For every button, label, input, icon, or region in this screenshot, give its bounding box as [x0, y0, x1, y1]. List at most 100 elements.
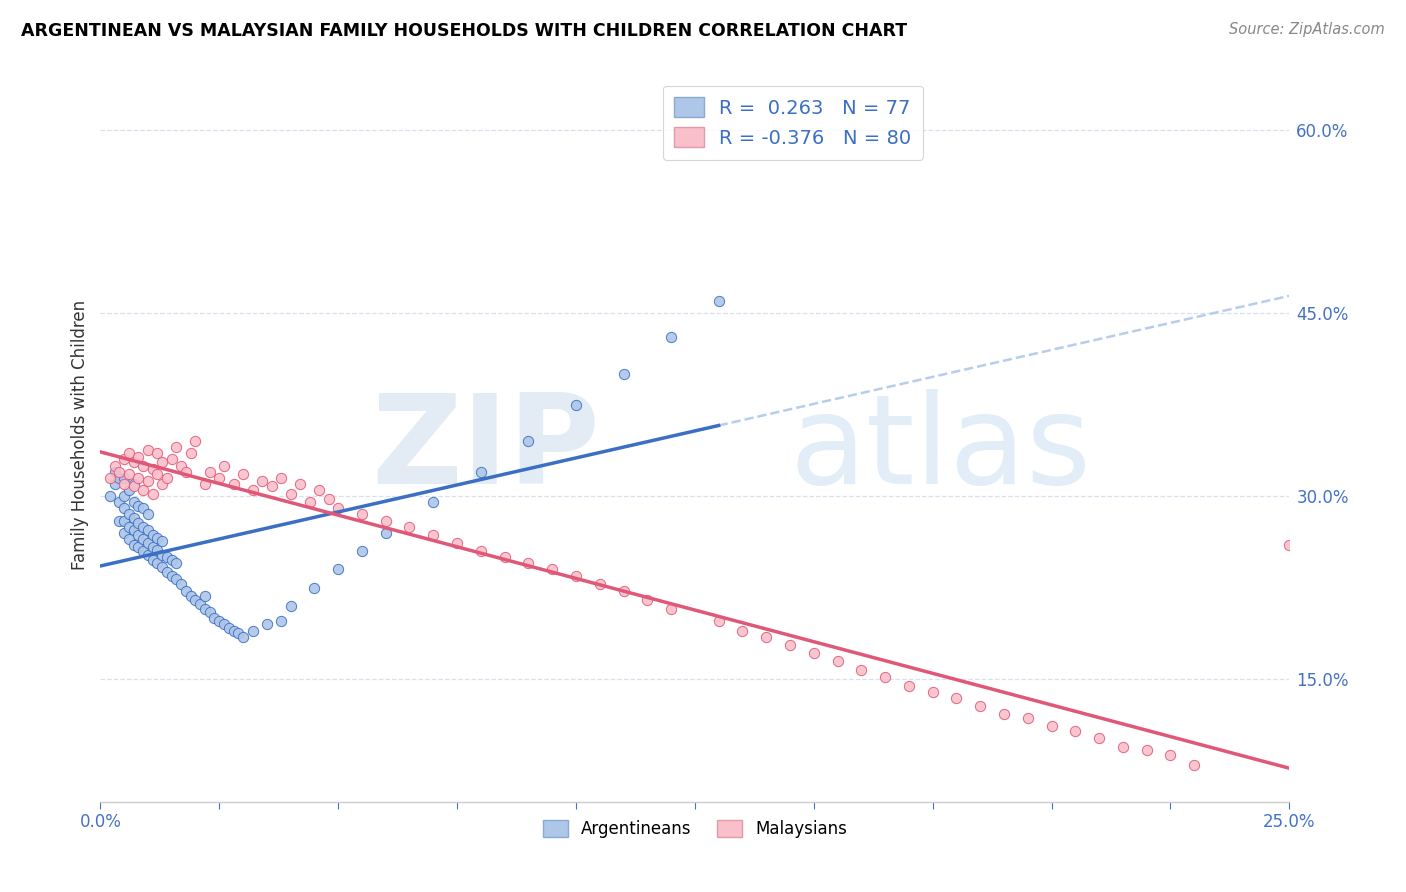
Point	[260, 479, 283, 493]
Point	[150, 560, 173, 574]
Point	[127, 541, 149, 555]
Point	[242, 483, 264, 497]
Point	[112, 501, 135, 516]
Point	[122, 479, 145, 493]
Point	[142, 528, 165, 542]
Point	[707, 293, 730, 308]
Point	[969, 699, 991, 714]
Point	[304, 581, 326, 595]
Point	[150, 477, 173, 491]
Y-axis label: Family Households with Children: Family Households with Children	[72, 300, 89, 570]
Point	[170, 577, 193, 591]
Point	[122, 538, 145, 552]
Point	[659, 601, 682, 615]
Point	[160, 568, 183, 582]
Point	[142, 552, 165, 566]
Point	[160, 452, 183, 467]
Point	[707, 614, 730, 628]
Point	[108, 514, 131, 528]
Point	[204, 611, 226, 625]
Point	[226, 626, 249, 640]
Point	[222, 624, 245, 638]
Point	[150, 455, 173, 469]
Point	[945, 690, 967, 705]
Point	[136, 535, 159, 549]
Point	[208, 471, 231, 485]
Point	[118, 519, 141, 533]
Point	[1278, 538, 1301, 552]
Point	[565, 568, 588, 582]
Point	[122, 511, 145, 525]
Point	[156, 565, 179, 579]
Point	[212, 617, 235, 632]
Point	[132, 458, 155, 473]
Point	[232, 630, 254, 644]
Point	[589, 577, 612, 591]
Point	[298, 495, 321, 509]
Point	[132, 501, 155, 516]
Point	[565, 397, 588, 411]
Point	[165, 557, 187, 571]
Point	[127, 516, 149, 530]
Point	[731, 624, 754, 638]
Point	[659, 330, 682, 344]
Point	[112, 477, 135, 491]
Point	[208, 614, 231, 628]
Point	[136, 442, 159, 457]
Point	[280, 486, 302, 500]
Point	[118, 446, 141, 460]
Point	[136, 548, 159, 562]
Point	[1159, 748, 1181, 763]
Point	[112, 471, 135, 485]
Point	[827, 654, 849, 668]
Text: ARGENTINEAN VS MALAYSIAN FAMILY HOUSEHOLDS WITH CHILDREN CORRELATION CHART: ARGENTINEAN VS MALAYSIAN FAMILY HOUSEHOL…	[21, 22, 907, 40]
Point	[270, 471, 292, 485]
Point	[132, 544, 155, 558]
Point	[156, 550, 179, 565]
Point	[612, 367, 634, 381]
Point	[1112, 739, 1135, 754]
Point	[165, 572, 187, 586]
Text: ZIP: ZIP	[371, 389, 600, 510]
Point	[112, 514, 135, 528]
Point	[328, 562, 350, 576]
Point	[127, 499, 149, 513]
Point	[146, 467, 169, 482]
Point	[446, 535, 468, 549]
Point	[755, 630, 778, 644]
Point	[374, 514, 396, 528]
Point	[146, 446, 169, 460]
Point	[218, 621, 240, 635]
Point	[146, 531, 169, 545]
Point	[541, 562, 564, 576]
Point	[470, 544, 492, 558]
Point	[180, 590, 202, 604]
Point	[350, 544, 373, 558]
Point	[122, 477, 145, 491]
Point	[1040, 719, 1063, 733]
Point	[198, 605, 221, 619]
Point	[127, 528, 149, 542]
Point	[132, 483, 155, 497]
Point	[921, 684, 943, 698]
Point	[256, 617, 278, 632]
Point	[104, 465, 127, 479]
Point	[112, 489, 135, 503]
Legend: Argentineans, Malaysians: Argentineans, Malaysians	[536, 813, 853, 845]
Point	[212, 458, 235, 473]
Point	[470, 465, 492, 479]
Point	[803, 646, 825, 660]
Point	[146, 557, 169, 571]
Point	[174, 465, 197, 479]
Point	[122, 524, 145, 538]
Point	[398, 519, 420, 533]
Point	[118, 467, 141, 482]
Point	[180, 446, 202, 460]
Point	[350, 508, 373, 522]
Point	[132, 519, 155, 533]
Point	[118, 532, 141, 546]
Point	[142, 486, 165, 500]
Point	[136, 508, 159, 522]
Point	[222, 477, 245, 491]
Point	[156, 471, 179, 485]
